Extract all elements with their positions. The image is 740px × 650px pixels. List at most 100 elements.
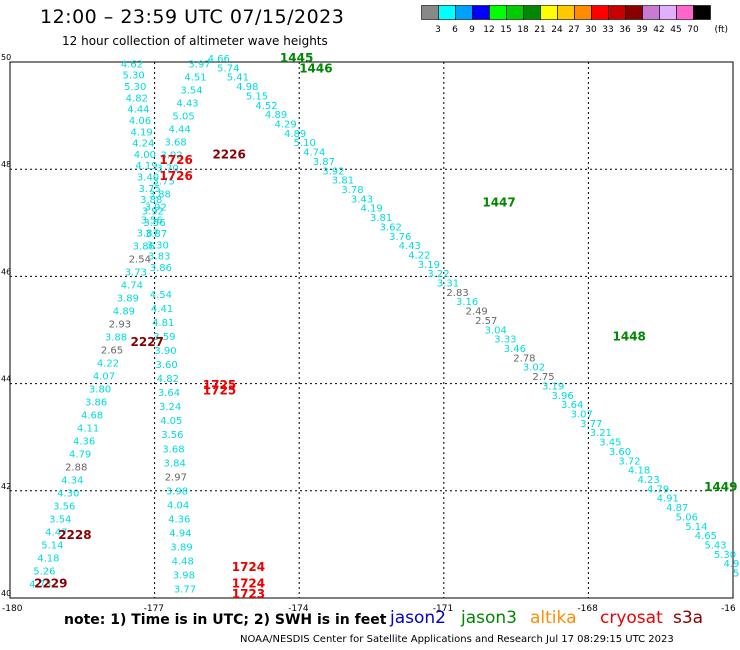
wave-height-value: 3.86 bbox=[150, 263, 172, 274]
pass-time-label: 2227 bbox=[131, 335, 164, 349]
wave-height-value: 3.59 bbox=[153, 332, 175, 343]
wave-height-value: 3.98 bbox=[166, 486, 188, 497]
wave-height-value: 4.73 bbox=[29, 579, 51, 590]
wave-height-value: 5.43 bbox=[704, 540, 726, 551]
wave-height-value: 4.51 bbox=[184, 72, 206, 83]
wave-height-value: 3.30 bbox=[147, 240, 169, 251]
wave-height-value: 3.40 bbox=[137, 173, 159, 184]
wave-height-value: 5.30 bbox=[714, 550, 736, 561]
wave-height-value: 5.41 bbox=[227, 73, 249, 84]
wave-height-value: 4.52 bbox=[255, 101, 277, 112]
wave-height-value: 3.96 bbox=[552, 391, 574, 402]
wave-height-value: 4.41 bbox=[151, 304, 173, 315]
wave-height-value: 4.43 bbox=[399, 241, 421, 252]
wave-height-value: 3.86 bbox=[85, 397, 107, 408]
wave-height-value: 3.45 bbox=[599, 438, 621, 449]
wave-height-value: 3.68 bbox=[164, 137, 186, 148]
pass-time-label: 2229 bbox=[34, 576, 67, 590]
map-frame bbox=[9, 61, 734, 599]
wave-height-value: 3.56 bbox=[141, 215, 163, 226]
wave-height-value: 4.9 bbox=[723, 559, 739, 570]
wave-height-value: 2.49 bbox=[466, 307, 488, 318]
wave-height-value: 3.76 bbox=[389, 232, 411, 243]
legend-label: 12 bbox=[483, 25, 494, 35]
wave-height-value: 4.89 bbox=[284, 129, 306, 140]
legend-swatch bbox=[676, 5, 694, 20]
wave-height-value: 2.88 bbox=[65, 462, 87, 473]
wave-height-value: 3.60 bbox=[156, 360, 178, 371]
wave-height-value: 3.72 bbox=[618, 456, 640, 467]
wave-height-value: 4.23 bbox=[637, 475, 659, 486]
pass-time-label: 1446 bbox=[299, 62, 332, 76]
footnote: note: 1) Time is in UTC; 2) SWH is in fe… bbox=[64, 612, 387, 628]
wave-height-value: 4.19 bbox=[131, 127, 153, 138]
wave-height-value: 4.18 bbox=[37, 553, 59, 564]
legend-swatch bbox=[557, 5, 575, 20]
wave-height-value: 4.98 bbox=[236, 82, 258, 93]
wave-height-value: 3.56 bbox=[53, 501, 75, 512]
wave-height-value: 3.90 bbox=[154, 346, 176, 357]
wave-height-value: 3.62 bbox=[380, 222, 402, 233]
wave-height-value: 3.54 bbox=[180, 85, 202, 96]
wave-height-value: 2.97 bbox=[165, 472, 187, 483]
wave-height-value: 5.26 bbox=[33, 566, 55, 577]
wave-height-value: 3.89 bbox=[117, 293, 139, 304]
legend-swatch bbox=[540, 5, 558, 20]
wave-height-value: 2.54 bbox=[129, 254, 151, 265]
wave-height-value: 2.83 bbox=[446, 288, 468, 299]
legend-swatch bbox=[693, 5, 711, 20]
legend-swatch bbox=[455, 5, 473, 20]
page-title: 12:00 – 23:59 UTC 07/15/2023 bbox=[40, 6, 345, 28]
wave-height-value: 4.11 bbox=[77, 423, 99, 434]
wave-height-value: 3.87 bbox=[313, 157, 335, 168]
legend-label: 70 bbox=[687, 25, 699, 35]
wave-height-value: 3.88 bbox=[149, 189, 171, 200]
pass-time-label: 1726 bbox=[159, 153, 192, 167]
wave-height-value: 4.65 bbox=[695, 531, 717, 542]
wave-height-value: 3.88 bbox=[140, 195, 162, 206]
pass-time-label: 2228 bbox=[58, 528, 91, 542]
wave-height-value: 3.75 bbox=[153, 176, 175, 187]
lon-tick-label: -174 bbox=[288, 604, 309, 614]
wave-height-value: 3.56 bbox=[143, 218, 165, 229]
wave-height-value: 2.65 bbox=[101, 345, 123, 356]
legend-label: 27 bbox=[568, 25, 579, 35]
wave-height-value: 3.81 bbox=[332, 176, 354, 187]
pass-time-label: 1726 bbox=[159, 169, 192, 183]
legend-swatch bbox=[472, 5, 490, 20]
lat-tick-label: 50 bbox=[1, 53, 11, 62]
wave-height-value: 3.86 bbox=[133, 241, 155, 252]
legend-label: 42 bbox=[653, 25, 664, 35]
wave-height-value: 3.64 bbox=[561, 400, 583, 411]
pass-time-label: 1725 bbox=[203, 383, 236, 397]
wave-height-value: 3.43 bbox=[351, 194, 373, 205]
wave-height-value: 5.14 bbox=[41, 540, 63, 551]
legend-label: 3 bbox=[435, 25, 441, 35]
wave-height-value: 3.19 bbox=[542, 381, 564, 392]
credit-line: NOAA/NESDIS Center for Satellite Applica… bbox=[240, 634, 674, 645]
lat-tick-label: 40 bbox=[1, 589, 11, 598]
wave-height-value: 2.93 bbox=[109, 319, 131, 330]
wave-height-value: 5.14 bbox=[685, 522, 707, 533]
wave-height-value: 3.21 bbox=[590, 428, 612, 439]
wave-height-value: 3.07 bbox=[571, 410, 593, 421]
wave-height-value: 3.89 bbox=[170, 543, 192, 554]
wave-height-value: 3.77 bbox=[580, 419, 602, 430]
wave-height-value: 4.06 bbox=[129, 116, 151, 127]
wave-height-value: 4.43 bbox=[176, 98, 198, 109]
wave-height-value: 4.44 bbox=[127, 105, 149, 116]
lon-tick-label: -16 bbox=[721, 604, 736, 614]
wave-height-value: 4.79 bbox=[69, 449, 91, 460]
legend-swatch bbox=[625, 5, 643, 20]
wave-height-value: 3.88 bbox=[105, 332, 127, 343]
wave-height-value: 4.30 bbox=[57, 488, 79, 499]
wave-height-value: 3.24 bbox=[159, 402, 181, 413]
wave-height-value: 3.31 bbox=[437, 279, 459, 290]
wave-height-value: 3.92 bbox=[161, 150, 183, 161]
wave-height-value: 4.34 bbox=[61, 475, 83, 486]
wave-height-value: 5.30 bbox=[122, 71, 144, 82]
wave-height-value: 5.06 bbox=[676, 512, 698, 523]
lat-tick-label: 48 bbox=[1, 160, 11, 169]
wave-height-value: 3.83 bbox=[148, 252, 170, 263]
